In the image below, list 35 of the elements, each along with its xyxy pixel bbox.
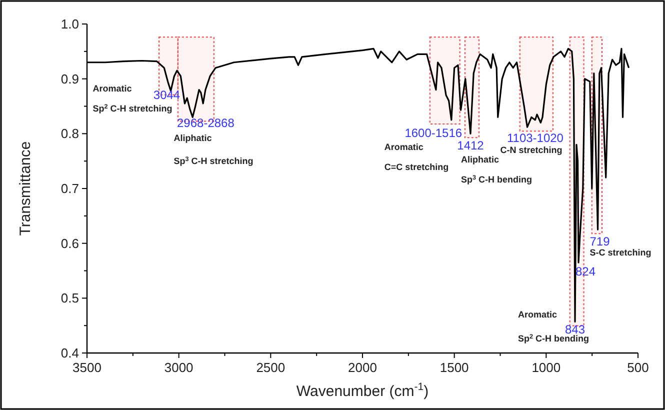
annotation: C=C stretching — [384, 162, 449, 172]
y-tick-label: 1.0 — [60, 16, 79, 32]
annotation: Sp$^{3}$ C-H bending — [460, 174, 532, 185]
x-tick-label: 3000 — [164, 360, 194, 375]
annotation: Aliphatic — [174, 133, 212, 144]
x-tick-label: 1000 — [532, 360, 561, 375]
y-tick-label: 0.9 — [60, 71, 79, 86]
y-tick-label: 0.5 — [60, 290, 79, 306]
y-axis-title: Transmittance — [17, 141, 34, 236]
annotation: Sp$^{2}$ C-H bending — [518, 333, 590, 344]
annotation: Sp$^{2}$ C-H stretching — [92, 102, 172, 114]
annotation: 824 — [575, 264, 596, 279]
y-tick-label: 0.6 — [60, 236, 79, 251]
x-axis-title: Wavenumber (cm$^{-1}$) — [296, 381, 429, 400]
annotation: S-C stretching — [590, 248, 652, 258]
annotation: 1412 — [457, 138, 484, 153]
y-tick-label: 0.7 — [60, 181, 79, 196]
annotation: 2968-2868 — [177, 116, 235, 130]
annotation: 3044 — [153, 88, 180, 102]
annotation: Aromatic — [518, 310, 558, 320]
x-tick-label: 3500 — [72, 360, 102, 375]
annotation: 1600-1516 — [404, 126, 462, 140]
annotation: Sp$^{3}$ C-H stretching — [174, 156, 254, 166]
x-tick-label: 2000 — [348, 360, 377, 375]
annotation: Aliphatic — [460, 154, 500, 165]
x-tick-label: 2500 — [256, 360, 286, 375]
annotation: C-N stretching — [500, 145, 562, 156]
x-tick-label: 1500 — [440, 360, 469, 375]
x-tick-label: 500 — [627, 360, 649, 375]
annotation: Aromatic — [92, 83, 132, 94]
y-tick-label: 0.4 — [60, 346, 79, 360]
annotation: 719 — [590, 234, 610, 249]
y-tick-label: 0.8 — [60, 126, 79, 142]
annotation: Aromatic — [384, 142, 424, 152]
annotation: 1103-1020 — [507, 131, 564, 146]
